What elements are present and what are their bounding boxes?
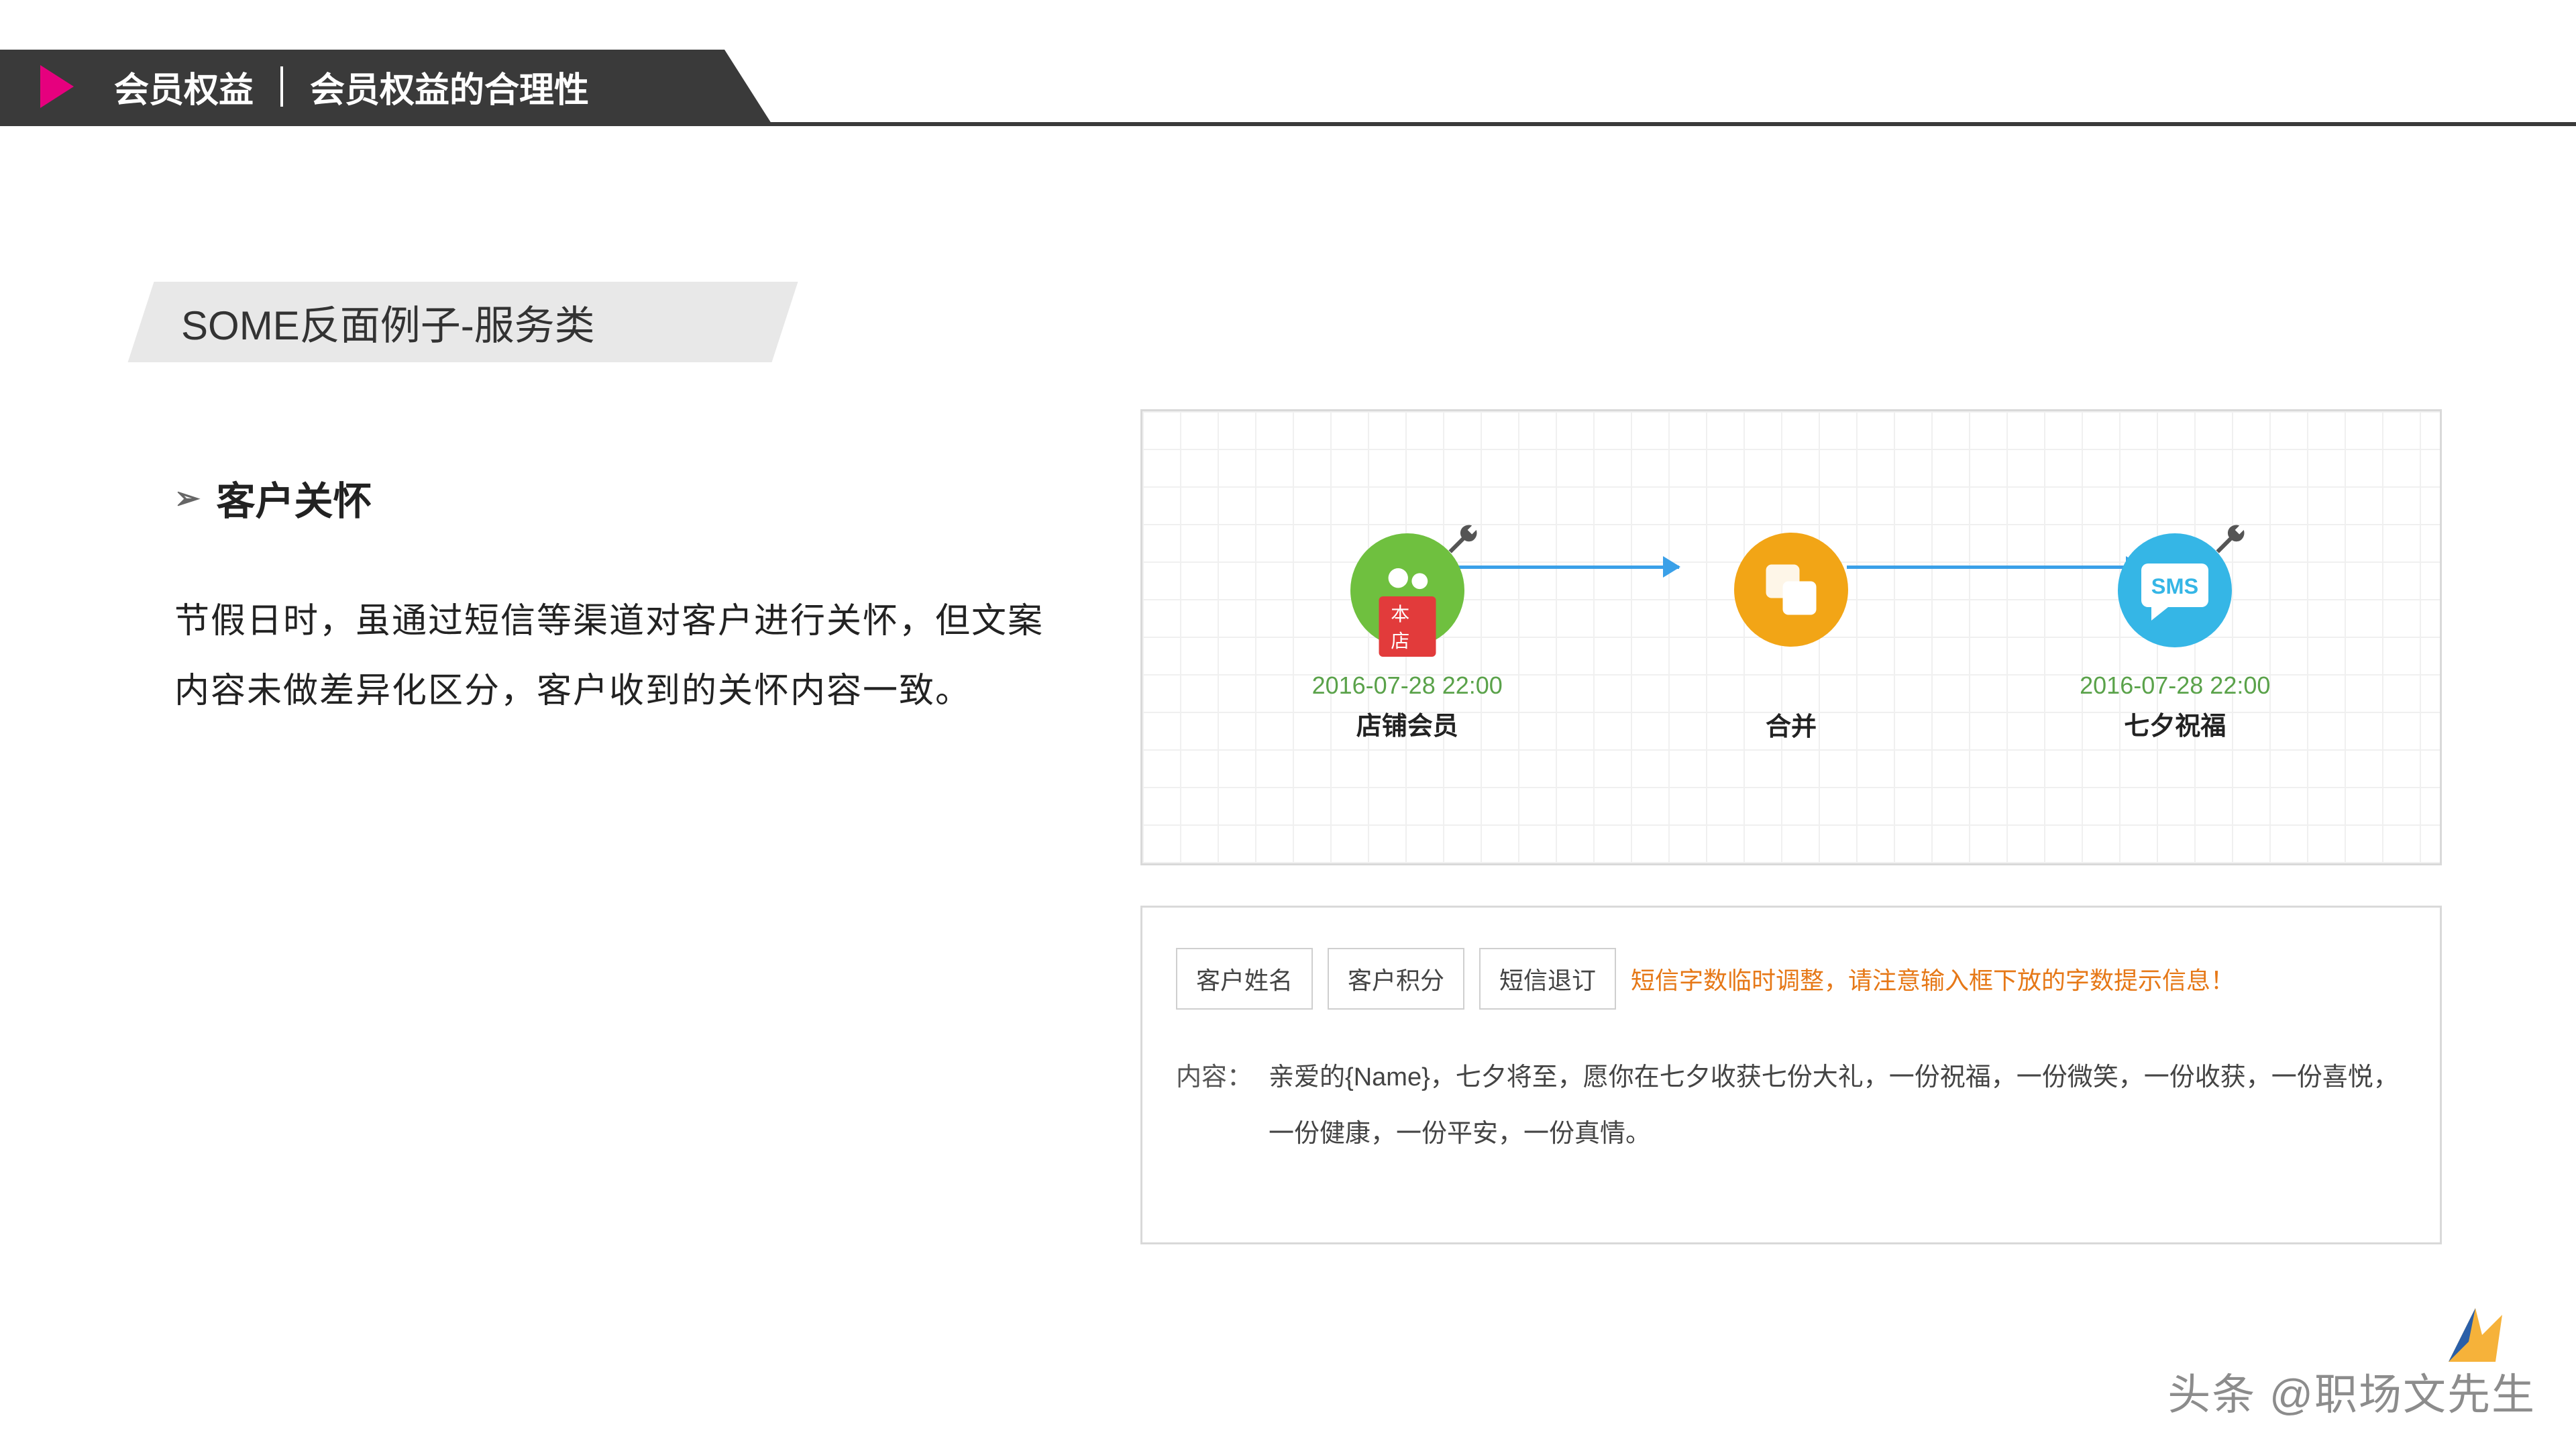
node-1-label: 店铺会员	[1356, 705, 1458, 742]
node-2-label: 合并	[1766, 706, 1817, 743]
header-underline	[0, 122, 2576, 126]
node-badge-red: 本店	[1379, 596, 1436, 657]
header-title: 会员权益 会员权益的合理性	[114, 62, 589, 112]
bullet-arrow-icon: ➢	[174, 480, 201, 516]
subtitle-text: SOME反面例子-服务类	[181, 293, 595, 352]
header-divider	[280, 66, 283, 107]
bullet-body: 节假日时，虽通过短信等渠道对客户进行关怀，但文案内容未做差异化区分，客户收到的关…	[174, 586, 1046, 726]
flow-node-merge[interactable]: 合并	[1734, 533, 1848, 743]
node-3-label: 七夕祝福	[2124, 705, 2226, 742]
subtitle-banner: SOME反面例子-服务类	[141, 282, 785, 362]
header-tail-shape	[771, 50, 2576, 123]
watermark-text: 头条 @职场文先生	[2167, 1360, 2536, 1422]
flow-node-members[interactable]: 本店 2016-07-28 22:00 店铺会员	[1312, 533, 1503, 742]
wrench-icon	[1444, 521, 1479, 556]
sms-warning-text: 短信字数临时调整，请注意输入框下放的字数提示信息！	[1631, 961, 2235, 996]
sms-btn-points[interactable]: 客户积分	[1328, 948, 1464, 1010]
flow-panel: 本店 2016-07-28 22:00 店铺会员 合并 SMS	[1140, 409, 2442, 865]
members-icon: 本店	[1350, 533, 1464, 647]
sms-btn-optout[interactable]: 短信退订	[1479, 948, 1616, 1010]
bullet-heading: ➢ 客户关怀	[174, 470, 1046, 526]
sms-panel: 客户姓名 客户积分 短信退订 短信字数临时调整，请注意输入框下放的字数提示信息！…	[1140, 906, 2442, 1244]
header-label-2: 会员权益的合理性	[310, 62, 589, 112]
flow-node-sms[interactable]: SMS 2016-07-28 22:00 七夕祝福	[2080, 533, 2270, 742]
sms-button-row: 客户姓名 客户积分 短信退订 短信字数临时调整，请注意输入框下放的字数提示信息！	[1176, 948, 2406, 1010]
merge-icon	[1734, 533, 1848, 647]
header-triangle-icon	[40, 65, 74, 108]
node-1-time: 2016-07-28 22:00	[1312, 672, 1503, 700]
svg-text:SMS: SMS	[2151, 574, 2198, 598]
bullet-block: ➢ 客户关怀 节假日时，虽通过短信等渠道对客户进行关怀，但文案内容未做差异化区分…	[174, 470, 1046, 726]
wrench-icon	[2212, 521, 2247, 556]
right-panel-group: 本店 2016-07-28 22:00 店铺会员 合并 SMS	[1140, 409, 2442, 1244]
header-bar: 会员权益 会员权益的合理性	[0, 50, 2576, 123]
sms-content-row: 内容： 亲爱的{Name}，七夕将至，愿你在七夕收获七份大礼，一份祝福，一份微笑…	[1176, 1050, 2406, 1162]
bullet-title: 客户关怀	[217, 470, 372, 526]
header-label-1: 会员权益	[114, 62, 254, 112]
sms-content-text: 亲爱的{Name}，七夕将至，愿你在七夕收获七份大礼，一份祝福，一份微笑，一份收…	[1269, 1050, 2406, 1162]
node-3-time: 2016-07-28 22:00	[2080, 672, 2270, 700]
sms-icon: SMS	[2118, 533, 2232, 647]
sms-content-label: 内容：	[1176, 1050, 1252, 1162]
sms-btn-name[interactable]: 客户姓名	[1176, 948, 1313, 1010]
